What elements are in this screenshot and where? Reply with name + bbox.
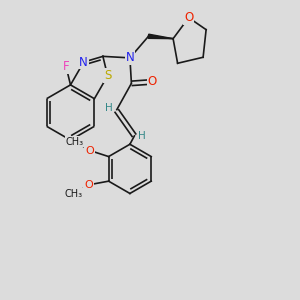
- Text: H: H: [138, 131, 146, 141]
- Text: N: N: [79, 56, 88, 68]
- Text: O: O: [148, 75, 157, 88]
- Text: F: F: [63, 60, 69, 73]
- Text: CH₃: CH₃: [64, 189, 82, 199]
- Text: S: S: [104, 69, 111, 82]
- Text: O: O: [84, 180, 93, 190]
- Text: O: O: [184, 11, 193, 24]
- Text: O: O: [85, 146, 94, 156]
- Text: N: N: [125, 51, 134, 64]
- Polygon shape: [148, 34, 173, 39]
- Text: CH₃: CH₃: [65, 136, 83, 147]
- Text: H: H: [105, 103, 113, 113]
